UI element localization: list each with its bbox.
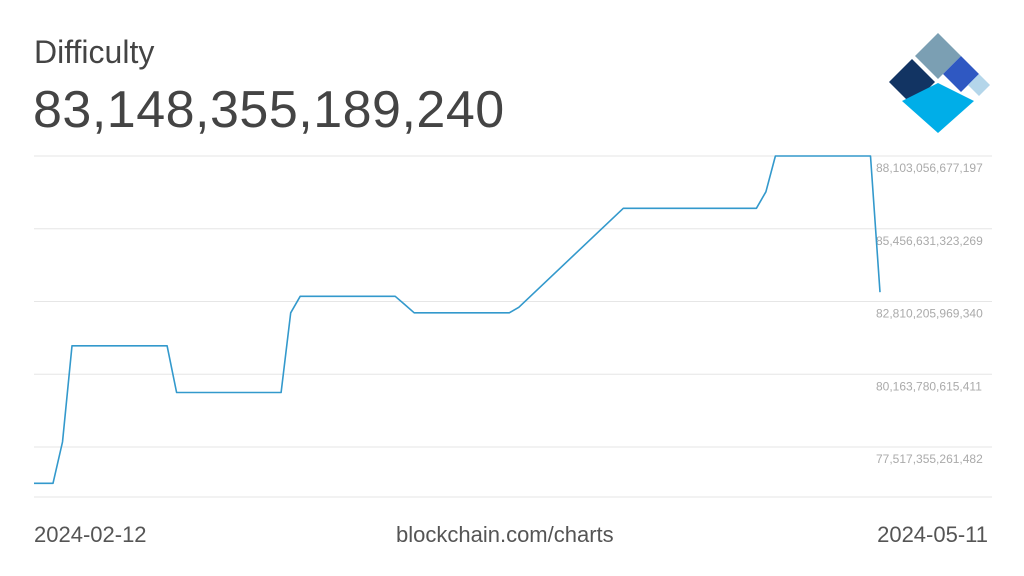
y-tick-label: 85,456,631,323,269 [876,234,983,248]
y-tick-label: 80,163,780,615,411 [876,379,982,393]
logo-bottom-tile [902,83,974,133]
logo-far-right-tile [968,74,990,96]
source-link[interactable]: blockchain.com/charts [396,522,614,547]
y-tick-labels: 77,517,355,261,482 80,163,780,615,411 82,8… [876,161,983,466]
end-date-label: 2024-05-11 [877,522,988,547]
grid-lines [34,155,992,498]
y-tick-label: 77,517,355,261,482 [876,452,983,466]
blockchain-logo-icon [889,33,990,133]
y-tick-label: 88,103,056,677,197 [876,161,983,175]
y-tick-label: 82,810,205,969,340 [876,307,983,321]
difficulty-series-line [34,155,881,485]
chart-title: Difficulty [34,34,155,70]
start-date-label: 2024-02-12 [34,522,147,547]
current-difficulty-value: 83,148,355,189,240 [33,81,505,139]
